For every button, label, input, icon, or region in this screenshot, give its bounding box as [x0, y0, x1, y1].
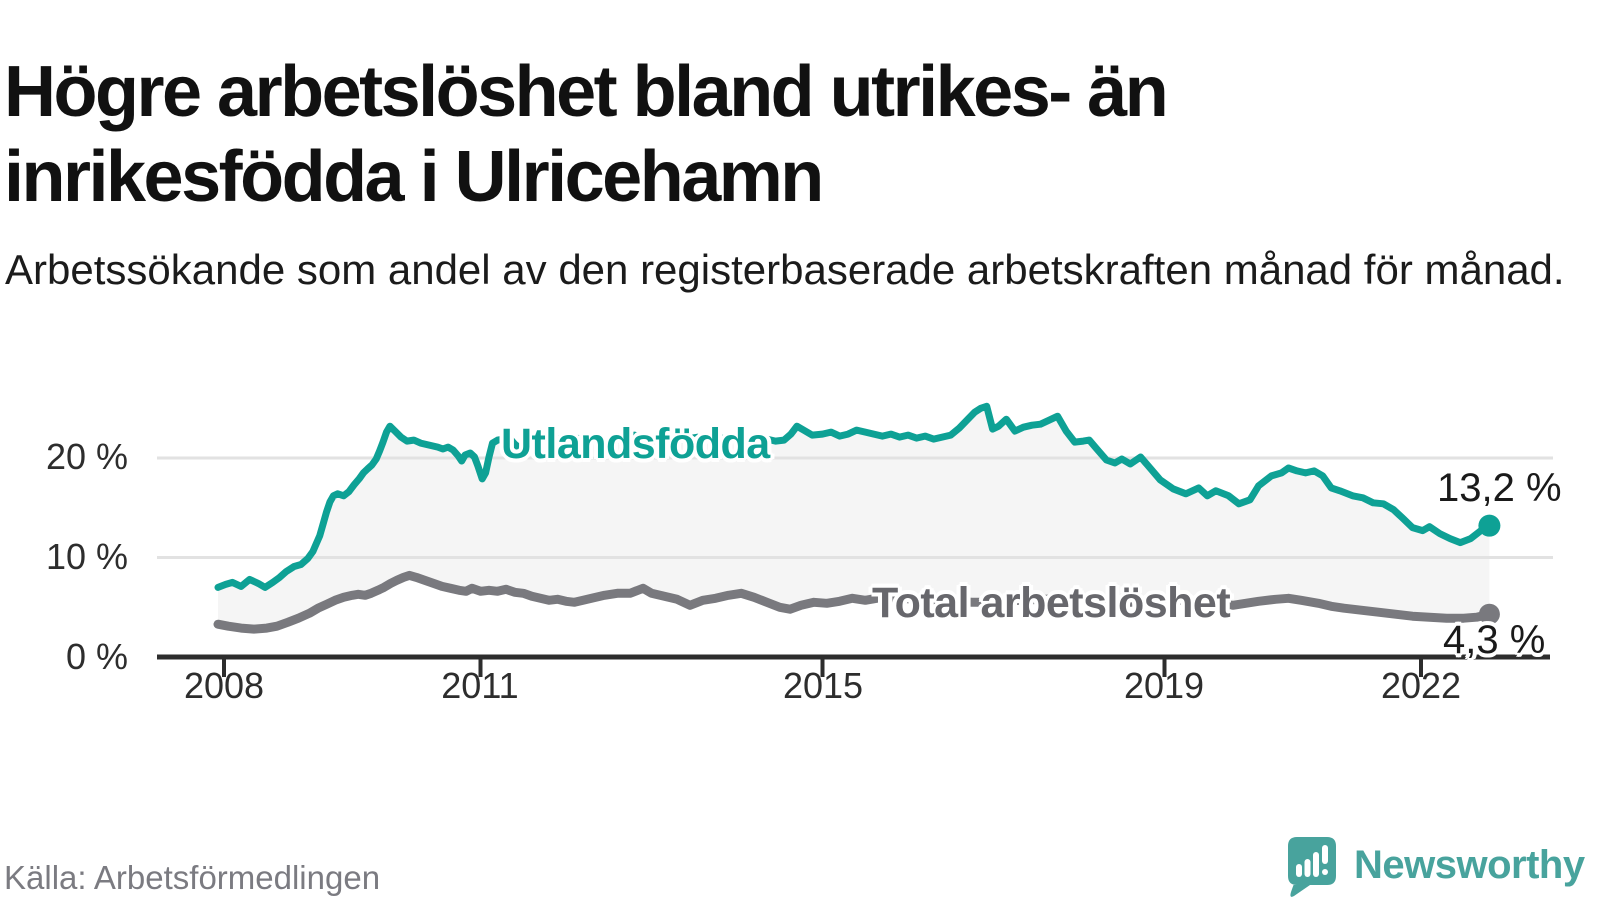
page-title: Högre arbetslöshet bland utrikes- än inr… [4, 52, 1169, 218]
x-axis-tick-2022: 2022 [1380, 665, 1462, 706]
x-axis-tick-2015: 2015 [782, 665, 864, 706]
source-note: Källa: Arbetsförmedlingen [4, 859, 381, 896]
end-value-total-arbetsloshet: 4,3 % [1443, 618, 1546, 662]
x-axis-tick-2011: 2011 [441, 665, 519, 706]
page-subtitle: Arbetssökande som andel av den registerb… [5, 246, 1565, 293]
brand-name: Newsworthy [1354, 843, 1585, 887]
y-axis-tick-10: 10 % [45, 536, 128, 577]
y-axis-tick-0: 0 % [65, 636, 128, 677]
x-axis-tick-2008: 2008 [183, 665, 265, 706]
chart-canvas [157, 402, 1553, 677]
end-value-utlandsfodda: 13,2 % [1437, 466, 1562, 510]
newsworthy-logo-icon [1288, 837, 1336, 897]
newsworthy-brand: Newsworthy [1286, 836, 1600, 898]
series-label-total-arbetsloshet: Total arbetslöshet [872, 579, 1231, 627]
x-axis-tick-2019: 2019 [1123, 665, 1205, 706]
series-label-utlandsfodda: Utlandsfödda [501, 420, 770, 468]
unemployment-line-chart: 20 % 10 % 0 % 2008 2011 2015 2019 2022 U… [45, 402, 1562, 706]
y-axis-tick-20: 20 % [45, 436, 128, 477]
